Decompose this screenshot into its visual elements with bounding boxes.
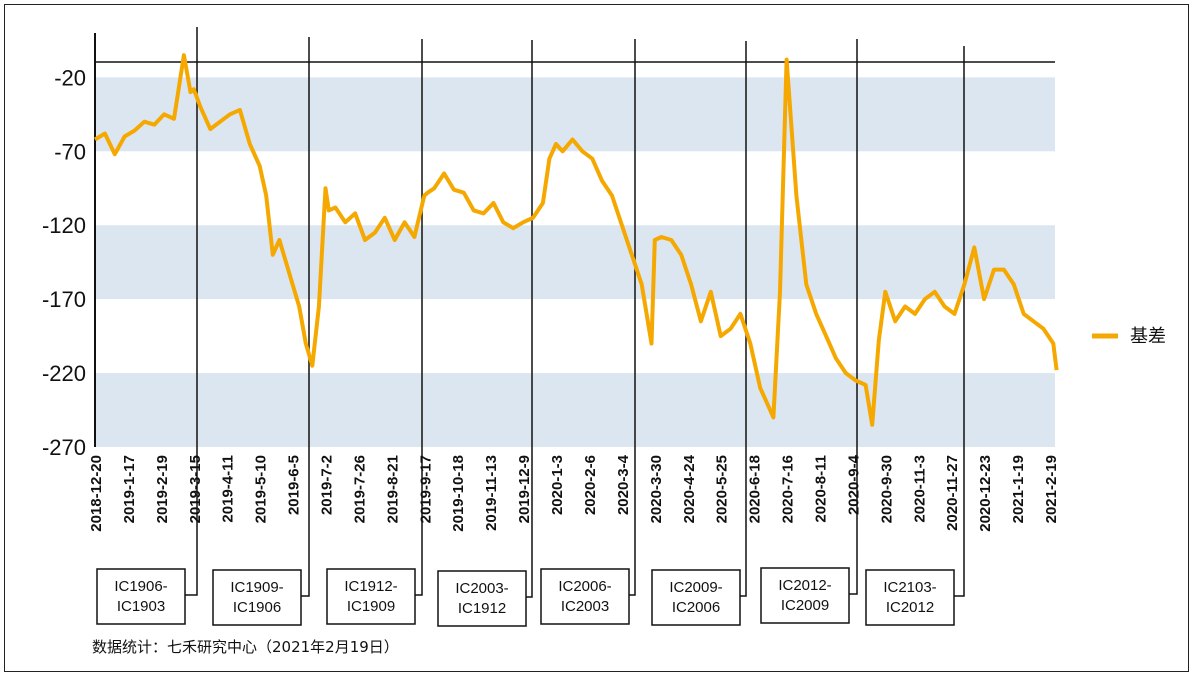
- band-0: [95, 77, 1055, 152]
- contract-box-line2: IC2006: [672, 599, 720, 616]
- x-tick-label: 2020-6-18: [747, 455, 764, 523]
- contract-box-line1: IC2012-: [778, 577, 831, 594]
- contract-box-1: [212, 569, 302, 626]
- x-tick-label: 2019-9-17: [417, 455, 434, 523]
- x-tick-label: 2019-7-2: [319, 455, 336, 515]
- contract-box-3: [437, 570, 527, 627]
- contract-box-line1: IC2103-: [883, 579, 936, 596]
- x-axis-ticks: 2018-12-20 2019-1-17 2019-2-19 2019-3-15 201…: [88, 454, 1060, 531]
- x-tick-label: 2020-3-30: [648, 455, 665, 523]
- x-tick-label: 2020-12-23: [977, 455, 994, 532]
- contract-box-line1: IC2009-: [669, 579, 722, 596]
- x-tick-label: 2020-3-4: [615, 454, 632, 515]
- x-tick-label: 2019-8-21: [384, 455, 401, 523]
- x-tick-label: 2020-11-3: [911, 455, 928, 523]
- rollover-line-0: [185, 27, 198, 596]
- x-tick-label: 2019-1-17: [121, 455, 138, 523]
- x-tick-label: 2020-7-16: [780, 455, 797, 523]
- y-tick-label: -120: [42, 213, 86, 238]
- x-tick-label: 2019-6-5: [286, 455, 303, 515]
- contract-box-line1: IC2003-: [455, 580, 508, 597]
- x-tick-label: 2019-10-18: [450, 455, 467, 532]
- contract-box-line1: IC1909-: [230, 579, 283, 596]
- x-tick-label: 2019-2-19: [154, 455, 171, 523]
- band-2: [95, 373, 1055, 447]
- x-tick-label: 2019-5-10: [253, 455, 270, 523]
- contract-box-line2: IC2009: [781, 597, 829, 614]
- contract-box-line2: IC1909: [347, 598, 395, 615]
- x-tick-label: 2018-12-20: [88, 455, 105, 532]
- contract-box-line1: IC1912-: [344, 578, 397, 595]
- x-tick-label: 2020-11-27: [944, 455, 961, 531]
- x-tick-label: 2020-4-24: [681, 454, 698, 523]
- x-tick-label: 2020-8-11: [812, 455, 829, 523]
- series-group: [93, 53, 1059, 427]
- y-tick-label: -20: [54, 65, 86, 90]
- contract-box-line1: IC1906-: [114, 578, 167, 595]
- legend-label: 基差: [1130, 326, 1166, 347]
- rollover-line-3: [526, 40, 533, 598]
- contract-box-6: [760, 567, 850, 624]
- series-line-0: [93, 53, 1059, 427]
- x-tick-label: 2019-4-11: [220, 455, 237, 523]
- background-bands: [95, 77, 1055, 447]
- x-tick-label: 2020-5-25: [714, 455, 731, 523]
- contract-box-line2: IC2012: [886, 599, 934, 616]
- source-note: 数据统计：七禾研究中心（2021年2月19日）: [92, 638, 399, 656]
- contract-box-line2: IC2003: [561, 598, 609, 615]
- x-tick-label: 2019-12-9: [516, 455, 533, 523]
- contract-rollover-lines: [185, 27, 965, 598]
- x-tick-label: 2020-1-3: [549, 455, 566, 515]
- x-tick-label: 2019-3-15: [187, 455, 204, 523]
- x-tick-label: 2019-7-26: [351, 455, 368, 523]
- x-tick-label: 2021-2-19: [1043, 455, 1060, 523]
- band-1: [95, 225, 1055, 300]
- rollover-line-1: [301, 37, 310, 597]
- contract-box-line2: IC1903: [117, 598, 165, 615]
- y-tick-label: -220: [42, 361, 86, 386]
- x-tick-label: 2021-1-19: [1010, 455, 1027, 523]
- rollover-line-5: [740, 41, 747, 597]
- rollover-line-2: [415, 39, 423, 596]
- x-tick-label: 2020-9-4: [845, 454, 862, 515]
- x-tick-label: 2020-9-30: [878, 455, 895, 523]
- y-tick-label: -170: [42, 287, 86, 312]
- rollover-line-4: [629, 39, 636, 596]
- y-tick-label: -270: [42, 435, 86, 460]
- contract-box-line1: IC2006-: [558, 578, 611, 595]
- x-tick-label: 2020-2-6: [582, 455, 599, 515]
- rollover-line-7: [954, 46, 965, 597]
- x-tick-label: 2019-11-13: [483, 455, 500, 531]
- contract-box-5: [651, 569, 741, 626]
- contract-box-line2: IC1906: [233, 599, 281, 616]
- contract-box-4: [540, 568, 630, 625]
- contract-box-0: [96, 568, 186, 625]
- contract-box-7: [865, 569, 955, 626]
- rollover-line-6: [849, 39, 858, 595]
- y-tick-label: -70: [54, 139, 86, 164]
- contract-box-line2: IC1912: [458, 600, 506, 617]
- contract-box-2: [326, 568, 416, 625]
- contract-boxes: IC1906- IC1903 IC1909- IC1906 IC1912- IC1909 I…: [96, 567, 955, 627]
- legend: 基差: [1092, 326, 1166, 347]
- y-axis-ticks: -20 -70 -120 -170 -220 -270: [42, 65, 86, 460]
